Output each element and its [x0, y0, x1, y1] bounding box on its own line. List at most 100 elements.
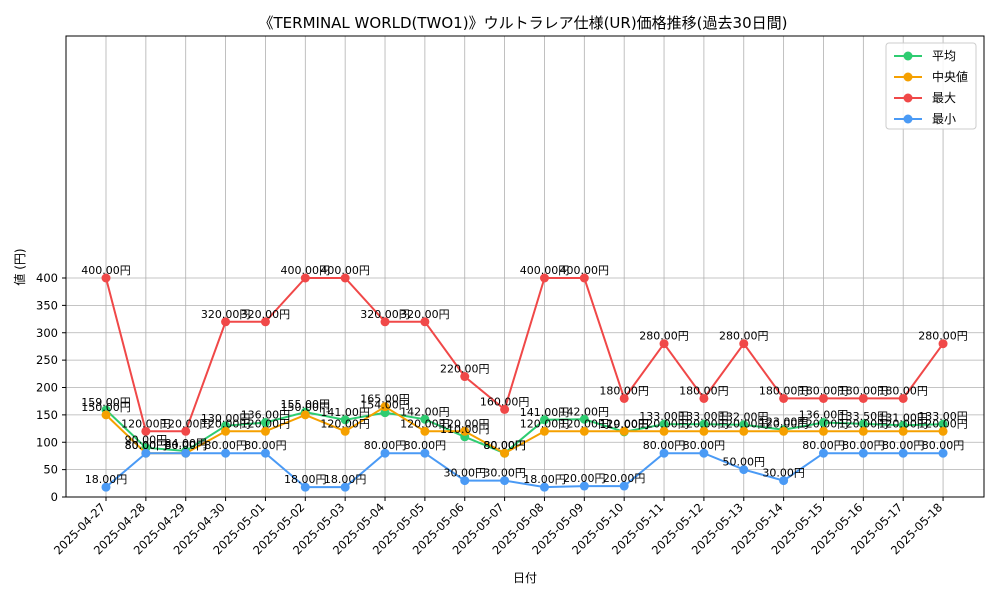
data-label: 180.00円 [878, 384, 928, 397]
data-point [500, 476, 510, 486]
data-label: 80.00円 [483, 439, 526, 452]
data-label: 80.00円 [404, 439, 447, 452]
data-label: 80.00円 [882, 439, 925, 452]
data-label: 120.00円 [759, 417, 809, 430]
data-label: 30.00円 [762, 467, 805, 480]
data-point [221, 317, 231, 327]
legend-marker [903, 51, 913, 61]
data-label: 119.00円 [599, 418, 649, 431]
data-label: 120.00円 [440, 417, 490, 430]
data-label: 150.00円 [281, 401, 331, 414]
y-tick-label: 50 [43, 463, 58, 477]
data-label: 400.00円 [520, 264, 570, 277]
data-point [579, 414, 589, 424]
data-point [141, 448, 151, 458]
data-label: 320.00円 [400, 308, 450, 321]
data-point [539, 415, 549, 425]
data-label: 80.00円 [483, 439, 526, 452]
data-label: 141.00円 [520, 406, 570, 419]
data-point [699, 419, 709, 429]
data-label: 120.00円 [201, 417, 251, 430]
data-point [500, 448, 510, 458]
data-point [898, 426, 908, 436]
y-tick-label: 400 [36, 271, 58, 285]
data-label: 180.00円 [679, 384, 729, 397]
data-point [938, 419, 948, 429]
data-point [380, 448, 390, 458]
legend-label: 平均 [932, 49, 956, 63]
data-point [579, 426, 589, 436]
data-point [739, 420, 749, 430]
data-point [500, 404, 510, 414]
data-label: 120.00円 [241, 417, 291, 430]
data-point [221, 448, 231, 458]
data-label: 400.00円 [281, 264, 331, 277]
legend-marker [903, 93, 913, 103]
data-label: 120.00円 [799, 417, 849, 430]
series-line [105, 277, 944, 433]
data-label: 80.00円 [125, 439, 168, 452]
y-tick-label: 0 [51, 490, 58, 504]
data-label: 280.00円 [918, 330, 968, 343]
data-label: 280.00円 [639, 330, 689, 343]
data-label: 120.00円 [918, 417, 968, 430]
legend-label: 最小 [932, 112, 956, 126]
data-label: 141.00円 [320, 406, 370, 419]
data-label: 50.00円 [723, 456, 766, 469]
data-label: 132.00円 [719, 411, 769, 424]
data-label: 18.00円 [85, 473, 128, 486]
data-label: 120.00円 [599, 417, 649, 430]
x-axis-label: 日付 [513, 571, 537, 585]
data-point [659, 426, 669, 436]
data-label: 220.00円 [440, 363, 490, 376]
data-label: 80.00円 [922, 439, 965, 452]
data-label: 400.00円 [560, 264, 610, 277]
data-point [141, 426, 151, 436]
data-point [579, 273, 589, 283]
data-label: 80.00円 [164, 439, 207, 452]
data-label: 120.00円 [121, 417, 171, 430]
data-point [101, 273, 111, 283]
data-point [340, 426, 350, 436]
data-point [340, 415, 350, 425]
data-label: 80.00円 [164, 439, 207, 452]
data-point [460, 372, 470, 382]
data-point [818, 393, 828, 403]
data-label: 120.00円 [520, 417, 570, 430]
data-point [340, 482, 350, 492]
series-line [105, 405, 944, 455]
data-label: 120.00円 [320, 417, 370, 430]
data-point [858, 419, 868, 429]
data-point [898, 448, 908, 458]
data-label: 133.50円 [839, 410, 889, 423]
legend-box [885, 42, 977, 130]
data-label: 165.00円 [360, 393, 410, 406]
data-point [460, 476, 470, 486]
data-point [898, 393, 908, 403]
data-label: 136.00円 [799, 409, 849, 422]
data-label: 80.00円 [244, 439, 287, 452]
data-label: 133.00円 [679, 410, 729, 423]
data-label: 320.00円 [201, 308, 251, 321]
data-point [420, 426, 430, 436]
data-point [539, 482, 549, 492]
data-label: 80.00円 [683, 439, 726, 452]
data-point [380, 317, 390, 327]
data-point [300, 273, 310, 283]
data-label: 150.00円 [81, 401, 131, 414]
data-label: 120.00円 [878, 417, 928, 430]
data-label: 180.00円 [599, 384, 649, 397]
data-label: 180.00円 [799, 384, 849, 397]
data-point [420, 317, 430, 327]
data-label: 131.00円 [878, 411, 928, 424]
data-point [101, 482, 111, 492]
series-line [105, 409, 944, 455]
data-label: 160.00円 [480, 395, 530, 408]
data-point [539, 273, 549, 283]
y-axis: 0 50 100 150 200 250 300 350 400 [36, 271, 66, 504]
data-label: 136.00円 [241, 409, 291, 422]
data-point [260, 418, 270, 428]
data-label: 18.00円 [284, 473, 327, 486]
data-label: 320.00円 [360, 308, 410, 321]
